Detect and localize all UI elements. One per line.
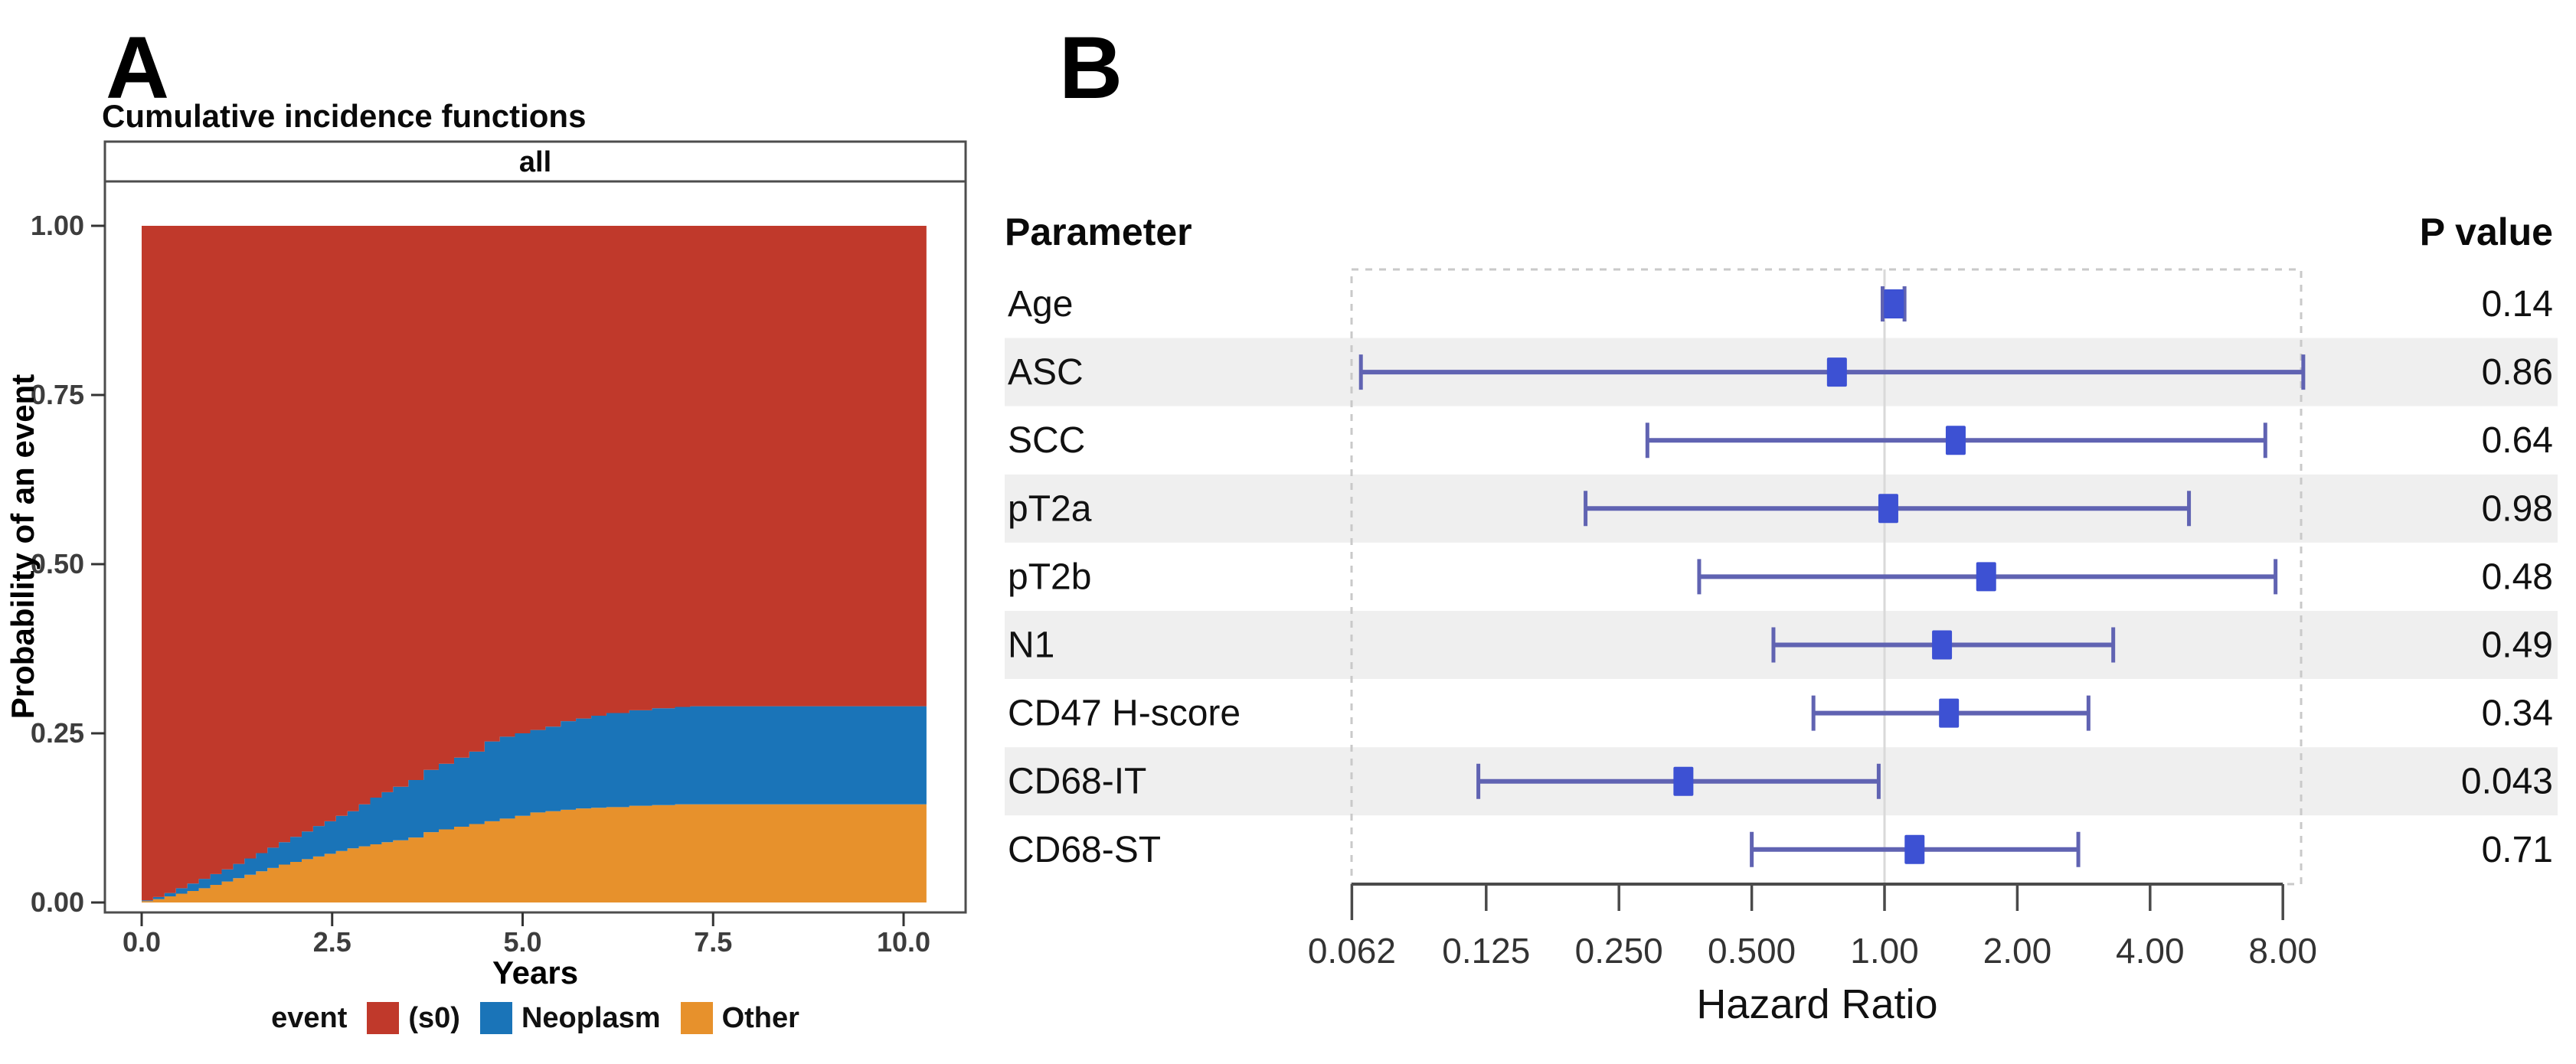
legend-title: event bbox=[271, 1001, 348, 1034]
forest-row-label: CD68-IT bbox=[1008, 762, 1146, 802]
x-axis-tick-label: 0.250 bbox=[1575, 931, 1663, 971]
cif-area-neoplasm bbox=[142, 706, 927, 902]
legend-swatch bbox=[367, 1002, 400, 1034]
panel-a-letter: A bbox=[106, 19, 169, 117]
legend-item-label: (s0) bbox=[408, 1001, 460, 1034]
cif-area-other bbox=[142, 804, 927, 902]
legend-swatch bbox=[479, 1002, 512, 1034]
hr-point-square bbox=[1884, 289, 1904, 318]
x-axis-tick-label: 1.00 bbox=[1850, 931, 1919, 971]
x-axis-tick-label: 0.062 bbox=[1308, 931, 1396, 971]
legend: event (s0) Neoplasm Other bbox=[105, 997, 966, 1040]
hr-point-square bbox=[1945, 426, 1966, 455]
forest-row-label: N1 bbox=[1008, 625, 1054, 666]
y-axis-tick-label: 0.00 bbox=[31, 886, 84, 918]
forest-row-label: CD68-ST bbox=[1008, 830, 1161, 870]
y-axis-tick-label: 0.50 bbox=[31, 548, 84, 579]
y-axis-tick-label: 1.00 bbox=[31, 210, 84, 241]
forest-row-label: CD47 H-score bbox=[1008, 694, 1241, 734]
cumulative-incidence-panel: A Cumulative incidence functions all 0.0… bbox=[5, 19, 967, 991]
legend-swatch bbox=[680, 1002, 713, 1034]
forest-row-label: pT2b bbox=[1008, 556, 1091, 597]
forest-row: CD68-IT 0.043 bbox=[1008, 762, 2553, 802]
p-value-cell: 0.71 bbox=[2482, 830, 2553, 870]
panel-b-letter: B bbox=[1059, 19, 1123, 117]
x-axis-tick-label: 2.00 bbox=[1983, 931, 2052, 971]
axes: 0.0 2.5 5.0 7.5 10.0 0.00 0.25 0.50 0.75 1.00 bbox=[31, 210, 930, 958]
hr-point-square bbox=[1976, 562, 1996, 592]
hr-point-square bbox=[1932, 630, 1953, 660]
cif-area-s0 bbox=[142, 226, 927, 901]
x-axis-tick-label: 0.500 bbox=[1708, 931, 1796, 971]
x-axis-tick-label: 5.0 bbox=[503, 926, 541, 958]
plot-panel-border bbox=[103, 180, 967, 914]
x-axis-tick-label: 10.0 bbox=[877, 926, 930, 958]
stacked-area-layers bbox=[142, 226, 927, 902]
p-value-cell: 0.14 bbox=[2482, 284, 2553, 325]
y-axis-tick-label: 0.25 bbox=[31, 717, 84, 749]
legend-item: Other bbox=[680, 1001, 799, 1035]
hr-point-square bbox=[1878, 494, 1898, 524]
forest-row: Age 0.14 bbox=[1008, 284, 2553, 325]
legend-item-label: Neoplasm bbox=[521, 1001, 661, 1034]
p-value-cell: 0.48 bbox=[2482, 556, 2553, 597]
forest-row-label: pT2a bbox=[1008, 488, 1092, 529]
x-axis-tick-label: 2.5 bbox=[313, 926, 351, 958]
forest-row-label: SCC bbox=[1008, 420, 1085, 461]
x-axis-tick-label: 4.00 bbox=[2116, 931, 2185, 971]
x-axis-title: Years bbox=[492, 955, 578, 991]
p-value-cell: 0.043 bbox=[2461, 762, 2553, 802]
x-axis-tick-label: 7.5 bbox=[694, 926, 732, 958]
forest-plot: 0.062 0.125 0.250 0.500 1.00 2.00 4.00 8.00 Age 0… bbox=[1005, 268, 2558, 971]
forest-row: ASC 0.86 bbox=[1008, 352, 2553, 393]
forest-row: pT2a 0.98 bbox=[1008, 488, 2553, 529]
x-axis-tick-label: 8.00 bbox=[2248, 931, 2317, 971]
p-value-cell: 0.98 bbox=[2482, 488, 2553, 529]
hazard-ratio-axis-title: Hazard Ratio bbox=[1696, 981, 1937, 1027]
hr-point-square bbox=[1939, 698, 1960, 728]
plot-panel-border bbox=[1350, 268, 2303, 886]
forest-row: CD68-ST 0.71 bbox=[1008, 830, 2553, 870]
forest-row-label: ASC bbox=[1008, 352, 1084, 393]
facet-label: all bbox=[519, 146, 551, 178]
forest-plot-panel: B Parameter P value 0.062 0.125 0.250 0.500… bbox=[1005, 19, 2558, 1027]
p-value-cell: 0.86 bbox=[2482, 352, 2553, 393]
hr-point-square bbox=[1673, 766, 1694, 796]
y-axis-title: Probability of an event bbox=[5, 374, 41, 719]
forest-row: N1 0.49 bbox=[1008, 625, 2553, 666]
x-axis-tick-label: 0.125 bbox=[1442, 931, 1530, 971]
x-axis-tick-label: 0.0 bbox=[123, 926, 161, 958]
p-value-column-header: P value bbox=[2420, 211, 2553, 253]
forest-row: pT2b 0.48 bbox=[1008, 556, 2553, 597]
legend-item: Neoplasm bbox=[479, 1001, 661, 1035]
parameter-column-header: Parameter bbox=[1005, 211, 1192, 253]
legend-item: (s0) bbox=[367, 1002, 460, 1035]
p-value-cell: 0.49 bbox=[2482, 625, 2553, 666]
hr-point-square bbox=[1904, 834, 1925, 864]
p-value-cell: 0.34 bbox=[2482, 694, 2553, 734]
hr-point-square bbox=[1826, 357, 1847, 387]
p-value-cell: 0.64 bbox=[2482, 420, 2553, 461]
y-axis-tick-label: 0.75 bbox=[31, 379, 84, 410]
legend-item-label: Other bbox=[721, 1001, 799, 1034]
forest-row: CD47 H-score 0.34 bbox=[1008, 694, 2553, 734]
chart-title: Cumulative incidence functions bbox=[102, 98, 586, 134]
forest-row: SCC 0.64 bbox=[1008, 420, 2553, 461]
forest-row-label: Age bbox=[1008, 284, 1073, 325]
